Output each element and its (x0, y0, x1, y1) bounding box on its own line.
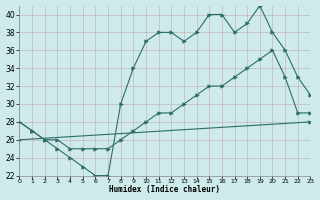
X-axis label: Humidex (Indice chaleur): Humidex (Indice chaleur) (109, 185, 220, 194)
